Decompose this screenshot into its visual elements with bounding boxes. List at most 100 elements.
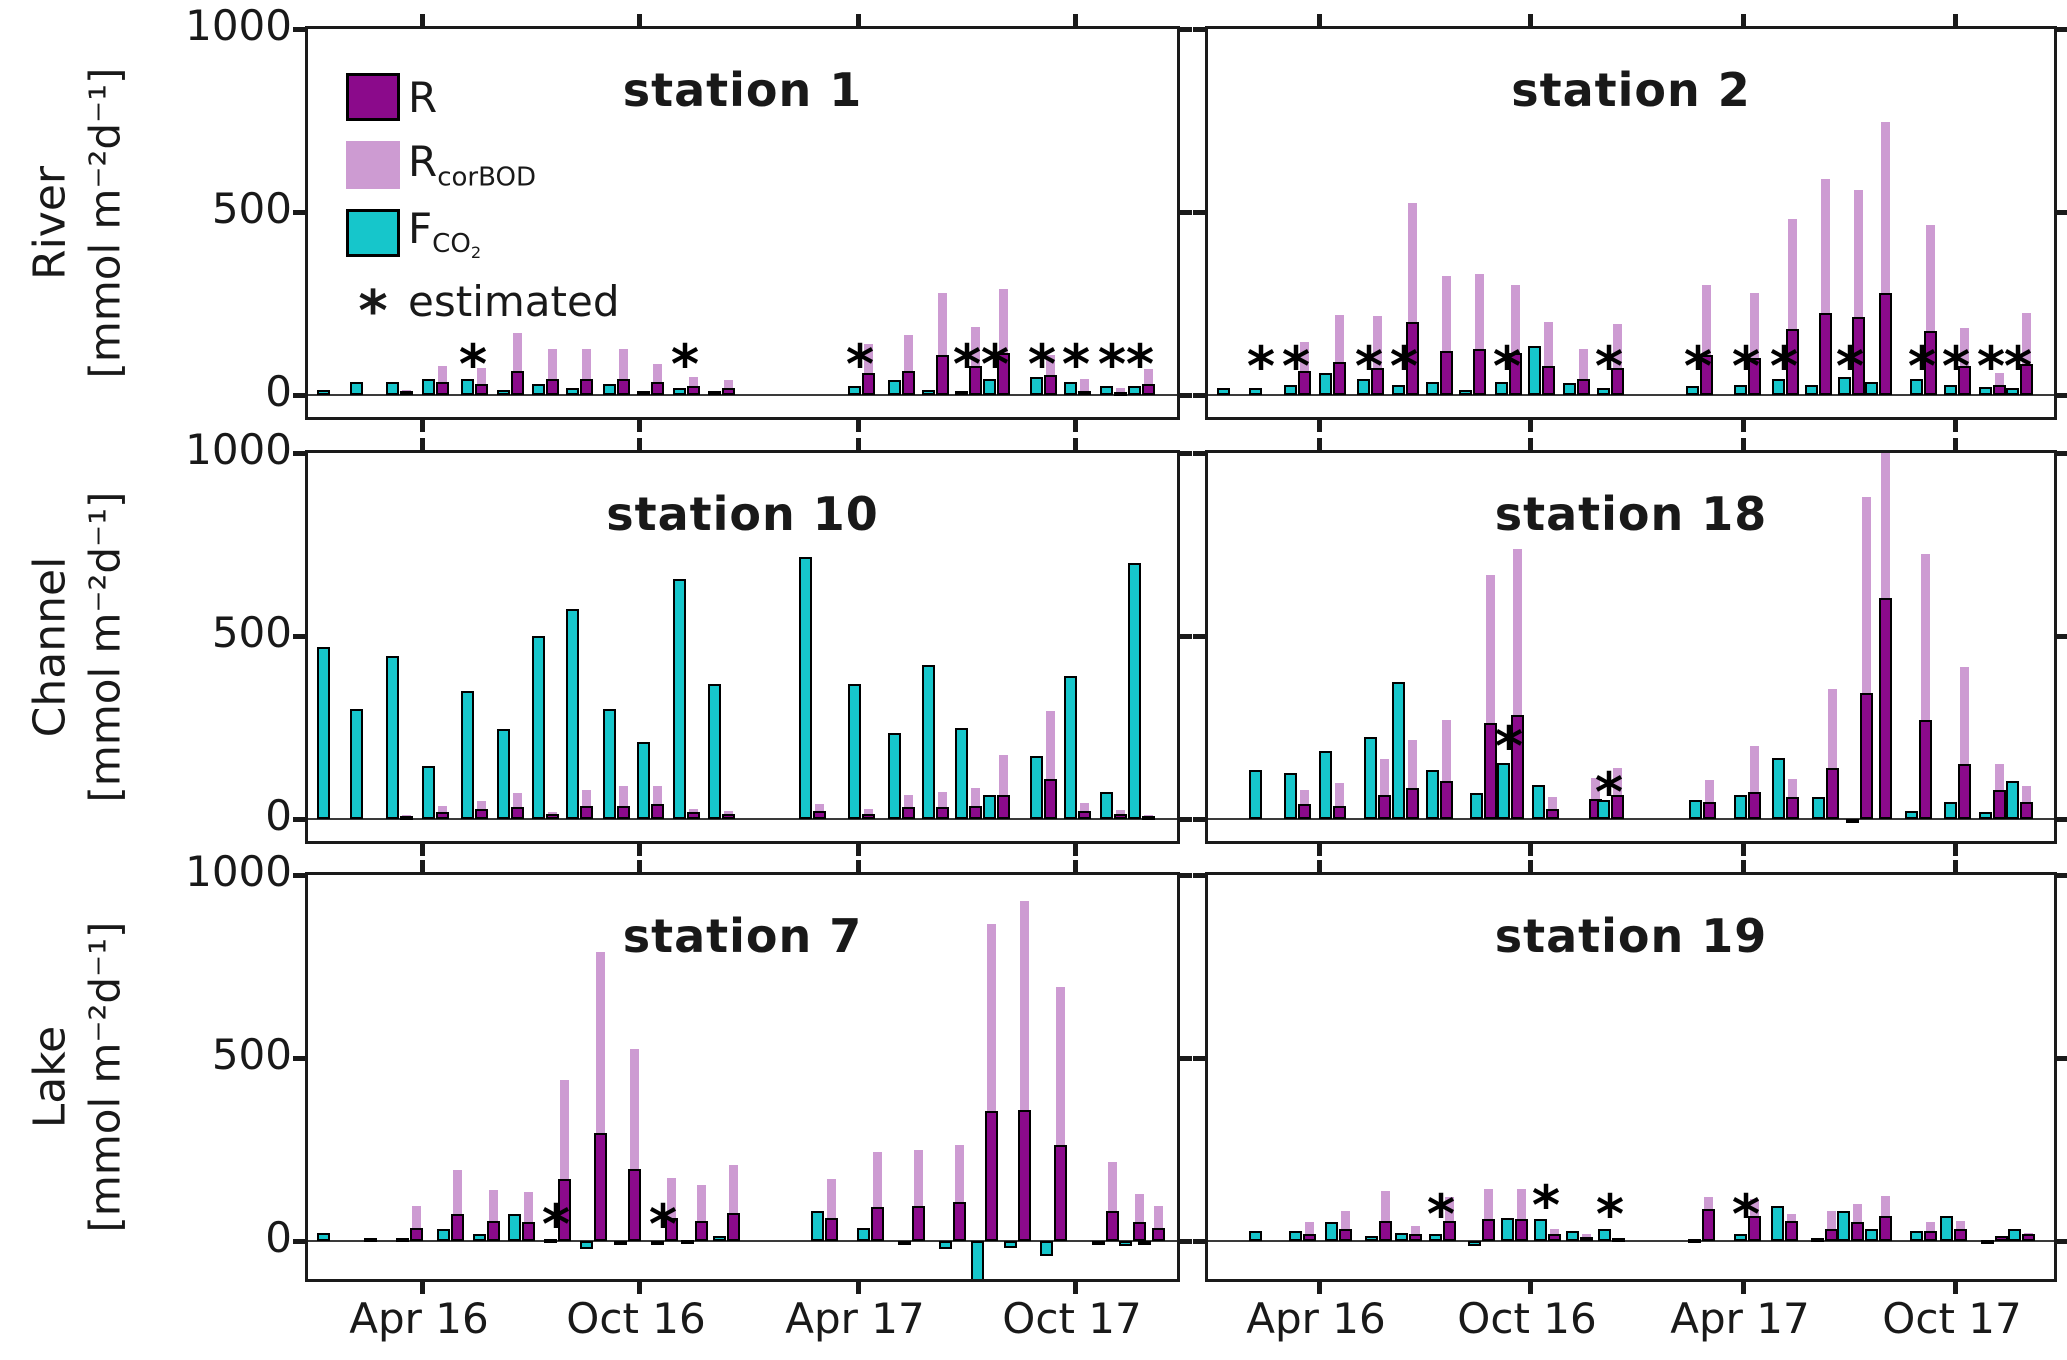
x-tick — [856, 14, 861, 27]
bar-fco2 — [1289, 1230, 1302, 1241]
bar-fco2 — [673, 579, 686, 819]
y-tick — [2056, 451, 2067, 456]
bar-fco2 — [2008, 1229, 2021, 1241]
x-tick — [1528, 860, 1533, 873]
bar-r — [1993, 385, 2006, 395]
bar-rcorbod — [1046, 711, 1055, 819]
bar-fco2 — [1811, 1237, 1824, 1242]
zero-line — [308, 394, 1177, 396]
bar-rcorbod — [1056, 986, 1065, 1241]
panel-title: station 7 — [622, 909, 863, 963]
bar-r — [1482, 1219, 1495, 1241]
bar-r — [1879, 1215, 1892, 1241]
estimated-marker: * — [1941, 334, 1971, 398]
bar-r — [1152, 1227, 1165, 1241]
y-tick — [2056, 634, 2067, 639]
estimated-marker: * — [1769, 334, 1799, 398]
bar-fco2 — [614, 1241, 627, 1245]
bar-fco2 — [1040, 1241, 1053, 1256]
bar-rcorbod — [1445, 1197, 1454, 1241]
bar-rcorbod — [1442, 719, 1451, 819]
bar-r — [1378, 795, 1391, 819]
legend-label-rcorbod: RcorBOD — [408, 137, 536, 192]
fco2-sub: CO2 — [432, 229, 482, 263]
bar-rcorbod — [1080, 378, 1089, 395]
bar-rcorbod — [1827, 1210, 1836, 1241]
bar-r — [1044, 778, 1057, 819]
x-tick — [637, 419, 642, 432]
bar-rcorbod — [697, 1185, 706, 1241]
y-tick — [1193, 1239, 1206, 1244]
x-tick — [1741, 843, 1746, 856]
bar-rcorbod — [653, 363, 662, 395]
y-tick — [293, 817, 306, 822]
bar-rcorbod — [630, 1049, 639, 1241]
bar-rcorbod — [513, 332, 522, 395]
bar-rcorbod — [1821, 179, 1830, 395]
bar-fco2 — [1812, 797, 1825, 819]
bar-fco2 — [566, 608, 579, 819]
x-tick — [1953, 860, 1958, 873]
zero-line — [308, 1240, 1177, 1242]
bar-rcorbod — [827, 1178, 836, 1241]
bar-r — [1611, 367, 1624, 395]
estimated-marker: * — [980, 333, 1010, 397]
xtick-label: Oct 16 — [1457, 1294, 1597, 1343]
bar-r — [1993, 790, 2006, 819]
bar-rcorbod — [1411, 1226, 1420, 1241]
estimated-marker: * — [1907, 334, 1937, 398]
estimated-marker: * — [1494, 715, 1524, 778]
estimated-marker: * — [458, 333, 488, 397]
bar-r — [1879, 292, 1892, 395]
bar-fco2 — [497, 389, 510, 395]
bar-fco2 — [1734, 1234, 1747, 1241]
bar-rcorbod — [1702, 285, 1711, 395]
bar-fco2 — [983, 795, 996, 819]
bar-r — [1546, 808, 1559, 819]
x-tick — [856, 843, 861, 856]
bar-fco2 — [713, 1235, 726, 1241]
panel-title: station 1 — [622, 63, 863, 117]
y-tick — [293, 27, 306, 32]
bar-fco2 — [1910, 378, 1923, 395]
bar-r — [1371, 367, 1384, 395]
bar-rcorbod — [873, 1151, 882, 1241]
bar-rcorbod — [653, 786, 662, 819]
x-tick — [1317, 438, 1322, 451]
bar-r — [1611, 795, 1624, 819]
y-tick — [1193, 393, 1206, 398]
ytick-label: 500 — [211, 184, 292, 233]
bar-fco2 — [1128, 385, 1141, 395]
estimated-marker: * — [1594, 760, 1624, 824]
bar-rcorbod — [1046, 354, 1055, 395]
x-tick — [420, 438, 425, 451]
bar-fco2 — [1392, 385, 1405, 395]
bar-rcorbod — [1750, 292, 1759, 395]
bar-fco2 — [888, 380, 901, 395]
bar-rcorbod — [999, 288, 1008, 395]
bar-rcorbod — [971, 787, 980, 819]
bar-r — [902, 806, 915, 819]
bar-r — [546, 378, 559, 395]
bar-r — [1851, 1222, 1864, 1241]
bar-r — [1440, 351, 1453, 395]
legend-label-fco2: FCO2 — [408, 204, 481, 263]
estimated-marker: * — [1835, 334, 1865, 398]
bar-rcorbod — [1154, 1205, 1163, 1241]
legend-item-estimated: * estimated — [346, 273, 619, 344]
bar-fco2 — [681, 1239, 694, 1244]
bar-rcorbod — [1305, 1222, 1314, 1241]
ytick-label: 1000 — [185, 847, 292, 896]
bar-fco2 — [799, 557, 812, 819]
bar-rcorbod — [1475, 274, 1484, 395]
bar-rcorbod — [1108, 1161, 1117, 1241]
bar-r — [1612, 1238, 1625, 1243]
bar-rcorbod — [667, 1178, 676, 1241]
bar-r — [580, 378, 593, 395]
bar-rcorbod — [1544, 321, 1553, 395]
estimated-marker: * — [1594, 334, 1624, 398]
bar-fco2 — [386, 382, 399, 395]
bar-r — [936, 806, 949, 819]
bar-fco2 — [1865, 381, 1878, 395]
x-tick — [637, 14, 642, 27]
